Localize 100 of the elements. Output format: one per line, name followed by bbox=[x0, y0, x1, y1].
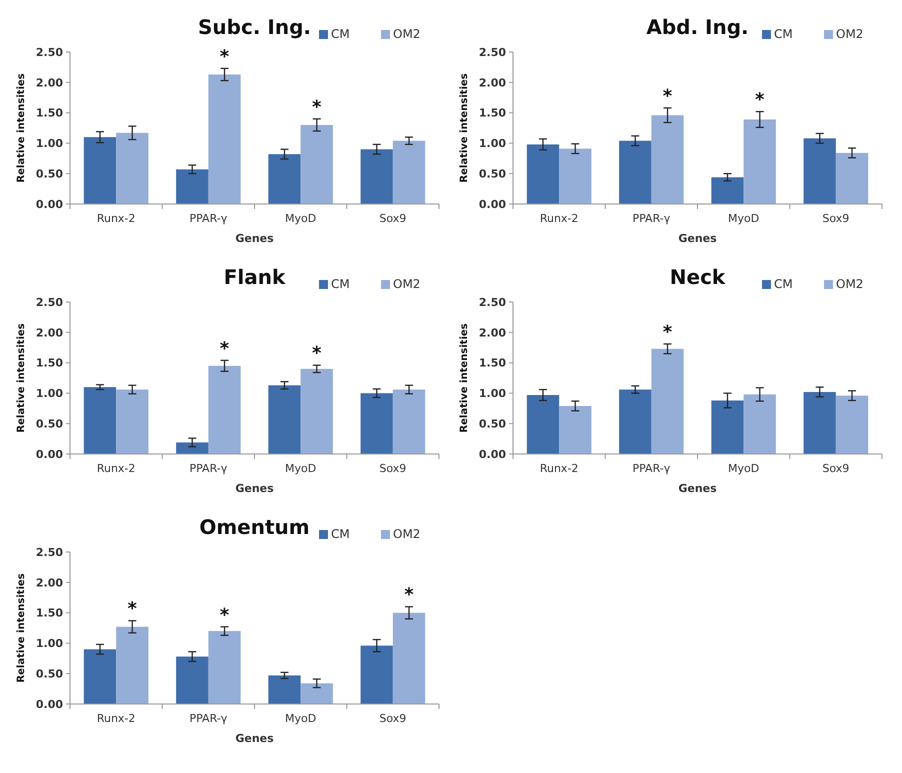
x-tick-label: Sox9 bbox=[379, 212, 406, 225]
y-axis-title: Relative intensities bbox=[16, 323, 27, 433]
bar bbox=[84, 137, 116, 204]
x-tick-label: PPAR-γ bbox=[632, 212, 671, 225]
bar bbox=[208, 631, 241, 704]
y-tick-label: 2.00 bbox=[36, 326, 64, 340]
y-tick-label: 2.00 bbox=[478, 76, 506, 90]
y-tick-label: 1.50 bbox=[478, 356, 506, 370]
x-tick-label: Runx-2 bbox=[540, 462, 578, 475]
x-tick-label: Runx-2 bbox=[540, 212, 578, 225]
bar bbox=[619, 390, 652, 454]
y-tick-label: 0.50 bbox=[36, 417, 64, 430]
bar bbox=[526, 395, 560, 454]
bar bbox=[176, 442, 208, 454]
bar bbox=[208, 366, 241, 454]
legend-label: CM bbox=[331, 527, 350, 541]
bar bbox=[268, 675, 301, 704]
legend-label: CM bbox=[331, 277, 350, 291]
annotation: * bbox=[755, 90, 766, 111]
y-tick-label: 1.00 bbox=[478, 137, 506, 150]
bar bbox=[619, 140, 652, 204]
bar bbox=[176, 169, 208, 204]
annotation: * bbox=[312, 343, 322, 364]
chart-title: Abd. Ing. bbox=[646, 15, 749, 39]
legend-label: OM2 bbox=[393, 277, 420, 291]
bar bbox=[268, 154, 301, 204]
y-tick-label: 2.50 bbox=[36, 296, 64, 309]
y-tick-label: 1.00 bbox=[36, 137, 64, 150]
bar bbox=[392, 140, 426, 204]
bar bbox=[392, 612, 426, 704]
x-tick-label: Sox9 bbox=[379, 462, 406, 475]
y-axis-title: Relative intensities bbox=[16, 573, 27, 683]
legend-label: CM bbox=[774, 277, 793, 291]
y-tick-label: 0.00 bbox=[478, 198, 506, 211]
y-tick-label: 1.00 bbox=[36, 637, 64, 650]
bar bbox=[744, 394, 776, 454]
y-tick-label: 0.00 bbox=[36, 448, 64, 461]
y-tick-label: 0.00 bbox=[36, 198, 64, 211]
bar bbox=[836, 396, 868, 454]
bar bbox=[300, 124, 333, 204]
bar bbox=[651, 348, 684, 454]
y-tick-label: 2.00 bbox=[36, 576, 64, 590]
bar bbox=[176, 656, 208, 704]
y-tick-label: 2.50 bbox=[36, 546, 64, 559]
x-tick-label: Sox9 bbox=[379, 712, 406, 725]
x-tick-label: MyoD bbox=[285, 212, 316, 225]
y-tick-label: 0.50 bbox=[478, 417, 506, 430]
chart-title: Neck bbox=[670, 265, 726, 289]
legend-label: OM2 bbox=[393, 527, 420, 541]
y-tick-label: 1.00 bbox=[478, 387, 506, 400]
x-tick-label: Sox9 bbox=[822, 212, 850, 225]
y-tick-label: 1.50 bbox=[36, 356, 64, 370]
x-tick-label: MyoD bbox=[285, 712, 316, 725]
bar bbox=[84, 387, 116, 454]
x-tick-label: PPAR-γ bbox=[189, 212, 228, 225]
y-tick-label: 2.50 bbox=[478, 46, 506, 59]
x-tick-label: MyoD bbox=[728, 212, 760, 225]
bar bbox=[360, 149, 393, 204]
bar bbox=[116, 626, 148, 704]
legend-label: OM2 bbox=[836, 277, 864, 291]
y-tick-label: 1.50 bbox=[478, 106, 506, 120]
x-tick-label: MyoD bbox=[728, 462, 760, 475]
annotation: * bbox=[220, 46, 230, 68]
bar bbox=[711, 177, 744, 204]
bar bbox=[268, 385, 301, 454]
x-tick-label: Runx-2 bbox=[96, 712, 136, 725]
x-tick-label: Runx-2 bbox=[96, 462, 136, 475]
legend-label: CM bbox=[331, 27, 350, 41]
bar bbox=[804, 392, 836, 454]
legend-label: OM2 bbox=[393, 27, 420, 41]
bar bbox=[360, 646, 393, 704]
x-axis-title: Genes bbox=[235, 482, 274, 495]
annotation: * bbox=[662, 322, 673, 343]
bar bbox=[300, 683, 333, 704]
x-tick-label: PPAR-γ bbox=[189, 712, 228, 725]
x-axis-title: Genes bbox=[235, 732, 274, 745]
y-tick-label: 0.00 bbox=[478, 448, 506, 461]
bar bbox=[804, 138, 836, 204]
y-tick-label: 1.50 bbox=[36, 606, 64, 620]
x-tick-label: PPAR-γ bbox=[632, 462, 671, 475]
x-tick-label: PPAR-γ bbox=[189, 462, 228, 475]
x-tick-label: MyoD bbox=[285, 462, 316, 475]
x-axis-title: Genes bbox=[678, 232, 718, 245]
bar bbox=[559, 406, 592, 454]
y-tick-label: 0.00 bbox=[36, 698, 64, 711]
bar bbox=[559, 148, 592, 204]
y-tick-label: 1.00 bbox=[36, 387, 64, 400]
bar bbox=[116, 132, 148, 204]
bar bbox=[651, 115, 684, 204]
bar bbox=[300, 368, 333, 454]
bar bbox=[526, 144, 560, 204]
y-axis-title: Relative intensities bbox=[459, 73, 470, 183]
chart-title: Flank bbox=[224, 265, 286, 289]
x-axis-title: Genes bbox=[678, 482, 718, 495]
bar bbox=[744, 119, 776, 204]
annotation: * bbox=[404, 584, 414, 606]
bar bbox=[836, 152, 868, 204]
y-tick-label: 2.00 bbox=[478, 326, 506, 340]
chart-title: Subc. Ing. bbox=[198, 15, 311, 39]
bar bbox=[711, 400, 744, 454]
